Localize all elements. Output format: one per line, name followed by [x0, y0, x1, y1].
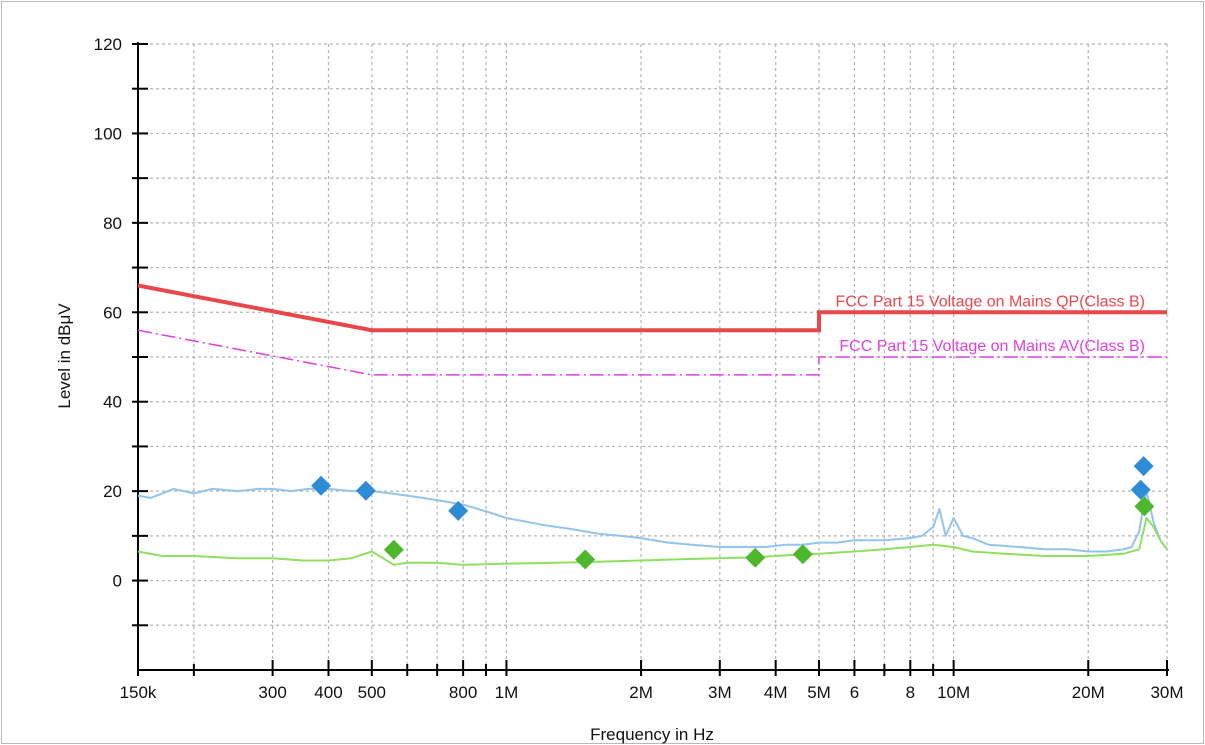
x-tick-label: 150k [120, 683, 157, 702]
x-tick-label: 6 [850, 683, 859, 702]
x-tick-label: 400 [314, 683, 342, 702]
measurement-traces [137, 487, 1168, 566]
x-tick-label: 300 [258, 683, 286, 702]
y-tick-label: 120 [94, 35, 122, 54]
x-tick-label: 500 [358, 683, 386, 702]
x-tick-label: 5M [807, 683, 831, 702]
x-tick-label: 10M [937, 683, 970, 702]
qp-limit-label: FCC Part 15 Voltage on Mains QP(Class B) [836, 293, 1145, 310]
y-tick-label: 60 [103, 303, 122, 322]
y-tick-label: 20 [103, 482, 122, 501]
y-tick-label: 80 [103, 214, 122, 233]
x-tick-label: 8 [906, 683, 915, 702]
av-peak-marker [1134, 496, 1155, 517]
axes [132, 42, 1169, 676]
tick-labels: 120 100 80 60 40 20 0 150k 300 400 500 800 1M 2M 3M 4M 5… [94, 35, 1184, 702]
limit-lines: FCC Part 15 Voltage on Mains QP(Class B)… [137, 283, 1167, 376]
x-tick-label: 20M [1072, 683, 1105, 702]
av-limit-line [137, 329, 1167, 376]
x-tick-label: 1M [495, 683, 519, 702]
peak-markers [311, 456, 1155, 570]
qp-peak-marker [448, 500, 469, 521]
av-peak-marker [575, 549, 596, 570]
qp-peak-marker [311, 475, 332, 496]
av-peak-marker [792, 544, 813, 565]
y-tick-label: 40 [103, 393, 122, 412]
av-limit-label: FCC Part 15 Voltage on Mains AV(Class B) [839, 338, 1145, 355]
x-tick-label: 3M [708, 683, 732, 702]
x-tick-label: 4M [764, 683, 788, 702]
y-tick-label: 100 [94, 124, 122, 143]
qp-peak-marker [1130, 479, 1151, 500]
qp-trace-line [137, 487, 1168, 553]
av-peak-marker [383, 539, 404, 560]
x-tick-label: 800 [449, 683, 477, 702]
qp-limit-line [137, 283, 1167, 333]
qp-peak-marker [1133, 456, 1154, 477]
y-tick-label: 0 [113, 572, 122, 591]
av-peak-marker [745, 547, 766, 568]
y-axis-title: Level in dBμV [55, 303, 74, 409]
x-axis-title: Frequency in Hz [590, 725, 714, 744]
x-tick-label: 30M [1150, 683, 1183, 702]
av-trace-line [137, 517, 1168, 566]
qp-peak-marker [355, 480, 376, 501]
x-tick-label: 2M [629, 683, 653, 702]
